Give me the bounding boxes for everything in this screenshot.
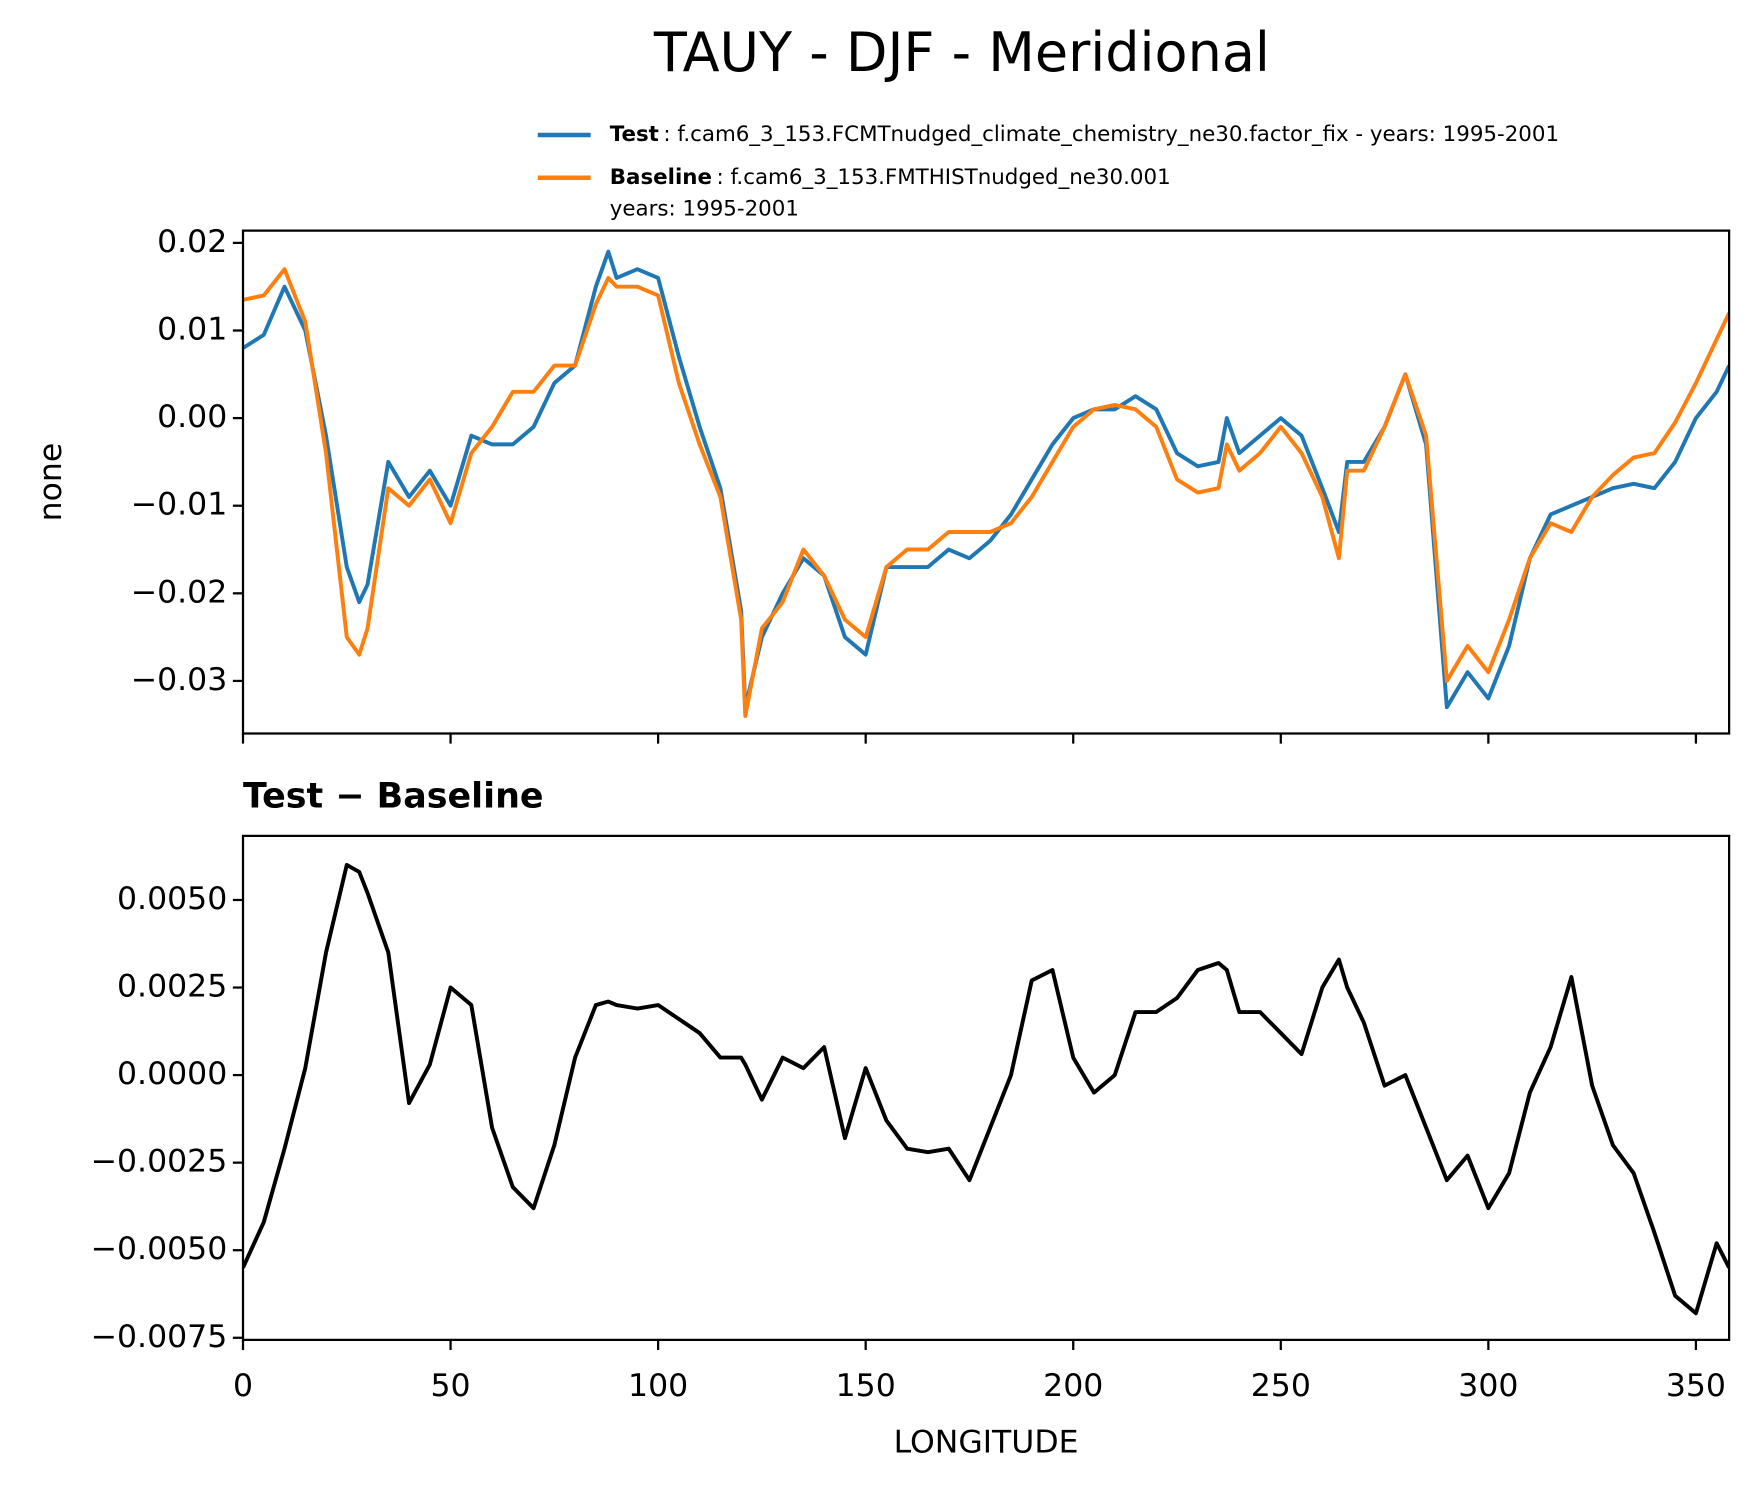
legend-description: : f.cam6_3_153.FMTHISTnudged_ne30.001 bbox=[716, 165, 1170, 190]
x-tick-label: 300 bbox=[1458, 1368, 1518, 1404]
x-tick-label: 50 bbox=[431, 1368, 471, 1404]
y-tick-label: 0.0050 bbox=[117, 881, 227, 917]
x-axis-label: LONGITUDE bbox=[894, 1424, 1079, 1460]
y-tick-label: 0.0000 bbox=[117, 1056, 227, 1092]
y-tick-label: 0.00 bbox=[157, 399, 227, 435]
plot-area bbox=[243, 249, 1730, 718]
x-tick-label: 350 bbox=[1666, 1368, 1726, 1404]
y-tick-label: −0.03 bbox=[131, 662, 228, 698]
figure-content: TAUY - DJF - Meridional −0.03 −0.02 −0.01 0… bbox=[33, 21, 1731, 1460]
y-tick-label: −0.0025 bbox=[91, 1144, 228, 1180]
legend-name: Test bbox=[610, 122, 659, 147]
legend-label: Test: f.cam6_3_153.FCMTnudged_climate_ch… bbox=[610, 122, 1559, 147]
axes-frame bbox=[241, 834, 1731, 1341]
x-tick-label: 0 bbox=[233, 1368, 253, 1404]
x-tick-label: 150 bbox=[836, 1368, 896, 1404]
axes-title: Test − Baseline bbox=[243, 777, 544, 817]
y-tick-label: −0.0075 bbox=[91, 1319, 228, 1355]
data-line bbox=[243, 267, 1730, 718]
legend-name: Baseline bbox=[610, 165, 712, 190]
data-line bbox=[243, 862, 1730, 1316]
y-tick-label: −0.01 bbox=[131, 487, 228, 523]
data-line bbox=[243, 249, 1730, 710]
y-tick-label: 0.02 bbox=[157, 224, 227, 260]
legend-description: years: 1995-2001 bbox=[610, 196, 799, 221]
x-tick-label: 250 bbox=[1251, 1368, 1311, 1404]
y-tick-label: −0.0050 bbox=[91, 1231, 228, 1267]
plot-area bbox=[243, 862, 1730, 1316]
y-tick-label: 0.01 bbox=[157, 311, 227, 347]
y-tick-label: 0.0025 bbox=[117, 969, 227, 1005]
x-tick-label: 100 bbox=[628, 1368, 688, 1404]
x-tick-label: 200 bbox=[1043, 1368, 1103, 1404]
axes-frame bbox=[241, 229, 1731, 735]
y-axis-label: none bbox=[33, 443, 69, 522]
y-tick-label: −0.02 bbox=[131, 574, 228, 610]
figure-title: TAUY - DJF - Meridional bbox=[653, 21, 1270, 84]
legend-label: Baseline: f.cam6_3_153.FMTHISTnudged_ne3… bbox=[610, 165, 1171, 190]
legend-description: : f.cam6_3_153.FCMTnudged_climate_chemis… bbox=[663, 122, 1559, 147]
